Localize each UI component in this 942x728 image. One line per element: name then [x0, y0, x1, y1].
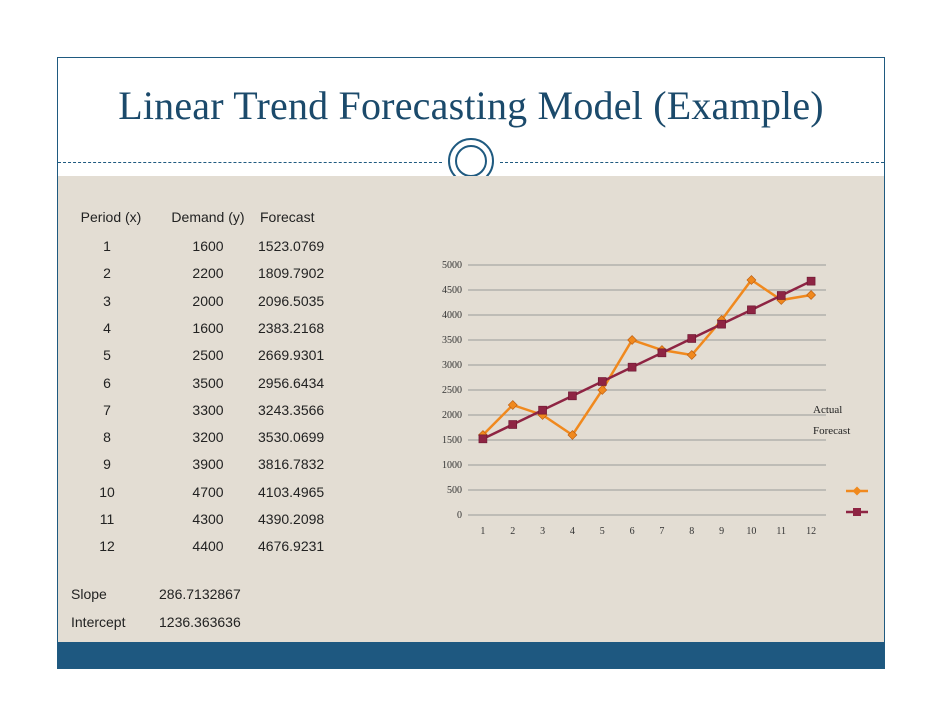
data-point-actual [597, 385, 608, 395]
x-tick-label: 4 [570, 526, 575, 537]
period-cell: 12 [99, 538, 115, 555]
forecast-cell: 2383.2168 [258, 319, 325, 336]
title-divider-left [58, 162, 442, 163]
y-tick-label: 1000 [442, 460, 462, 471]
x-tick-label: 7 [659, 526, 664, 537]
period-cell: 6 [103, 374, 111, 391]
slide: Linear Trend Forecasting Model (Example)… [57, 57, 885, 669]
period-cell: 4 [103, 319, 111, 336]
x-tick-label: 9 [719, 526, 724, 537]
data-point-actual [746, 275, 757, 285]
content-area: Period (x) Demand (y) Forecast 1 1600 1523… [58, 176, 884, 642]
demand-cell: 1600 [192, 319, 224, 336]
y-tick-label: 0 [457, 510, 462, 521]
data-point-forecast [806, 276, 816, 286]
demand-cell: 2200 [192, 265, 224, 282]
data-point-forecast [627, 362, 637, 372]
demand-cell: 3500 [192, 374, 224, 391]
x-tick-label: 11 [776, 526, 786, 537]
x-tick-label: 3 [540, 526, 545, 537]
legend-marker-actual [852, 486, 862, 496]
data-point-actual [567, 430, 578, 440]
period-cell: 9 [103, 456, 111, 473]
series-line-actual [482, 278, 812, 437]
forecast-cell: 4390.2098 [258, 511, 325, 527]
x-tick-label: 8 [689, 526, 694, 537]
period-cell: 7 [103, 401, 111, 418]
data-point-actual [686, 350, 697, 360]
period-cell: 1 [103, 238, 111, 254]
data-point-forecast [478, 434, 488, 444]
x-tick-label: 2 [510, 526, 515, 537]
forecast-cell: 2096.5035 [258, 292, 325, 309]
demand-cell: 2000 [192, 292, 224, 309]
data-point-forecast [538, 405, 547, 415]
forecast-cell: 3816.7832 [258, 456, 325, 473]
period-cell: 10 [99, 483, 115, 500]
data-point-forecast [568, 391, 577, 401]
forecast-cell: 1523.0769 [258, 238, 325, 254]
data-point-actual [806, 290, 817, 300]
intercept-value: 1236.363636 [159, 614, 241, 630]
data-point-forecast [657, 348, 667, 358]
x-tick-label: 1 [480, 526, 485, 537]
y-tick-label: 3000 [442, 360, 462, 371]
y-tick-label: 2000 [442, 410, 462, 421]
forecast-cell: 1809.7902 [258, 265, 325, 282]
data-point-actual [627, 335, 638, 345]
y-tick-label: 4000 [442, 310, 462, 321]
data-point-forecast [776, 291, 786, 300]
x-tick-label: 10 [746, 526, 756, 537]
y-tick-label: 500 [447, 485, 462, 496]
forecast-cell: 3243.3566 [258, 401, 325, 418]
x-tick-label: 5 [600, 526, 605, 537]
forecast-cell: 3530.0699 [258, 429, 325, 446]
demand-cell: 1600 [192, 238, 224, 254]
y-tick-label: 3500 [442, 335, 462, 346]
data-point-forecast [717, 319, 726, 329]
data-point-forecast [508, 420, 518, 429]
y-tick-label: 2500 [442, 385, 462, 396]
header-demand: Demand (y) [171, 209, 245, 225]
period-cell: 8 [103, 429, 111, 446]
period-cell: 3 [103, 292, 111, 309]
demand-cell: 3200 [192, 429, 224, 446]
slide-title: Linear Trend Forecasting Model (Example) [118, 83, 824, 128]
y-tick-label: 1500 [442, 435, 462, 446]
period-cell: 2 [103, 265, 111, 282]
data-point-forecast [687, 334, 697, 343]
x-tick-label: 6 [630, 526, 635, 537]
demand-cell: 3300 [192, 401, 224, 418]
forecast-cell: 4103.4965 [258, 483, 325, 500]
footer-bar [58, 642, 884, 668]
header-forecast: Forecast [260, 209, 315, 225]
header-period: Period (x) [80, 209, 142, 225]
demand-cell: 4400 [192, 538, 224, 555]
demand-cell: 3900 [192, 456, 224, 473]
legend-label-forecast: Forecast [813, 425, 851, 437]
legend-label-actual: Actual [813, 404, 843, 416]
period-cell: 11 [99, 511, 115, 527]
forecast-cell: 2669.9301 [258, 347, 325, 364]
forecast-cell: 4676.9231 [258, 538, 325, 555]
x-tick-label: 12 [806, 526, 816, 537]
slope-label: Slope [71, 586, 107, 602]
demand-cell: 4300 [192, 511, 224, 527]
y-tick-label: 4500 [442, 285, 462, 296]
series-line-forecast [482, 280, 812, 440]
data-point-forecast [597, 377, 607, 386]
forecast-cell: 2956.6434 [258, 374, 325, 391]
y-tick-label: 5000 [442, 260, 462, 271]
title-divider-right [500, 162, 884, 163]
legend-marker-forecast [853, 508, 861, 516]
demand-cell: 2500 [192, 347, 224, 364]
demand-cell: 4700 [192, 483, 224, 500]
period-cell: 5 [103, 347, 111, 364]
slope-value: 286.7132867 [159, 586, 241, 602]
data-point-forecast [747, 305, 756, 315]
intercept-label: Intercept [71, 614, 126, 630]
linear-trend-chart: 0 500 1000 1500 2000 2500 3000 3500 4000 4500 5000… [442, 260, 868, 537]
data-point-actual [507, 400, 518, 410]
